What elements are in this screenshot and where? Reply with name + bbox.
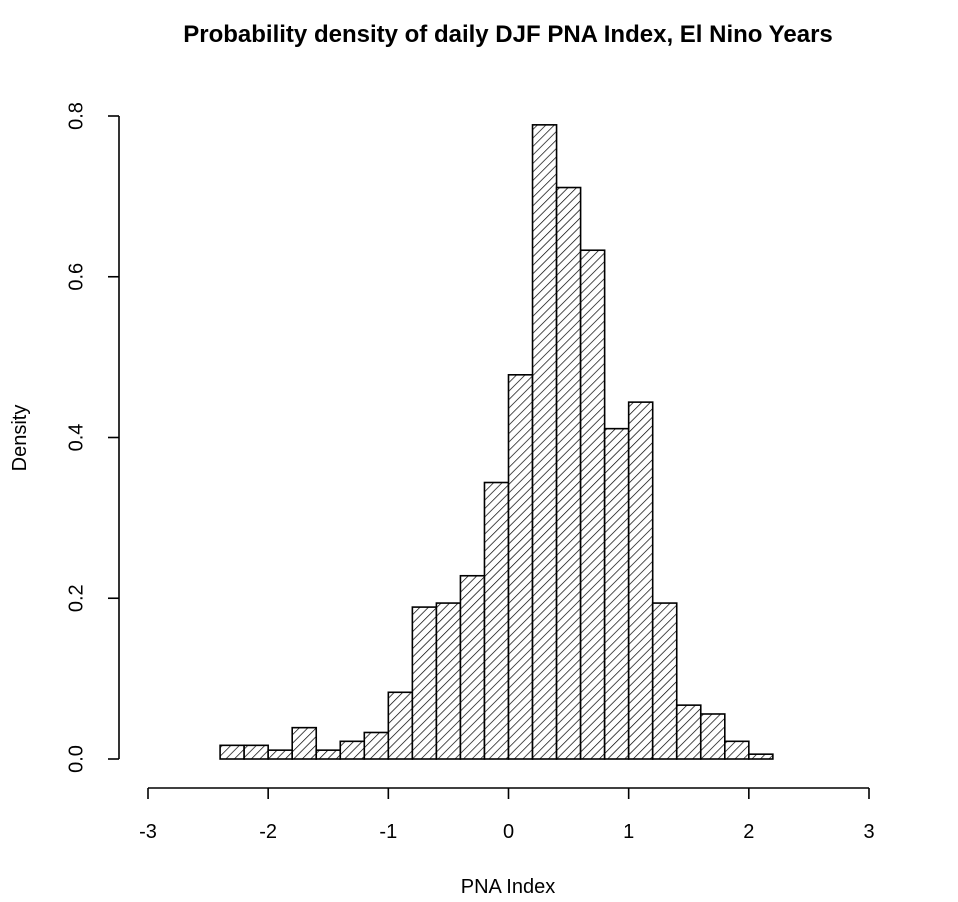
y-axis-label: Density xyxy=(9,405,31,472)
histogram-bar xyxy=(651,602,678,760)
histogram-bar xyxy=(219,744,245,760)
histogram-bar xyxy=(339,740,366,760)
histogram-bar xyxy=(435,602,462,760)
histogram-bar xyxy=(507,374,534,760)
histogram-bar xyxy=(243,744,269,760)
y-axis: 0.0 0.2 0.4 0.6 0.8 xyxy=(65,102,120,773)
histogram-bar xyxy=(315,749,342,760)
histogram-bar xyxy=(579,249,606,760)
chart-title: Probability density of daily DJF PNA Ind… xyxy=(183,21,833,48)
histogram-bar xyxy=(411,606,438,760)
histogram-bar xyxy=(723,740,750,760)
histogram-bar xyxy=(291,726,318,760)
y-tick-label: 0.0 xyxy=(65,745,87,773)
histogram-bar xyxy=(363,731,390,760)
histogram-bar xyxy=(627,401,654,760)
histogram-bar xyxy=(603,427,630,760)
histogram-bar xyxy=(675,704,702,760)
y-tick-label: 0.8 xyxy=(65,102,87,130)
x-tick-label: 0 xyxy=(503,821,514,843)
x-tick-label: -3 xyxy=(139,821,157,843)
histogram-bar xyxy=(267,749,293,760)
histogram-bar xyxy=(387,691,414,760)
y-tick-label: 0.2 xyxy=(65,584,87,612)
y-tick-label: 0.4 xyxy=(65,424,87,452)
histogram-bar xyxy=(459,574,486,760)
histogram-bar xyxy=(483,481,510,760)
histogram-bar xyxy=(531,124,558,760)
x-axis-label: PNA Index xyxy=(461,876,556,898)
x-tick-label: -1 xyxy=(379,821,397,843)
histogram-bar xyxy=(748,753,774,760)
histogram-bar xyxy=(699,713,726,760)
x-axis: -3 -2 -1 0 1 2 3 xyxy=(139,787,875,843)
x-tick-label: 2 xyxy=(743,821,754,843)
histogram-bars xyxy=(219,124,774,760)
x-tick-label: 3 xyxy=(863,821,874,843)
x-tick-label: -2 xyxy=(259,821,277,843)
histogram-bar xyxy=(555,186,582,760)
x-tick-label: 1 xyxy=(623,821,634,843)
y-tick-label: 0.6 xyxy=(65,263,87,291)
